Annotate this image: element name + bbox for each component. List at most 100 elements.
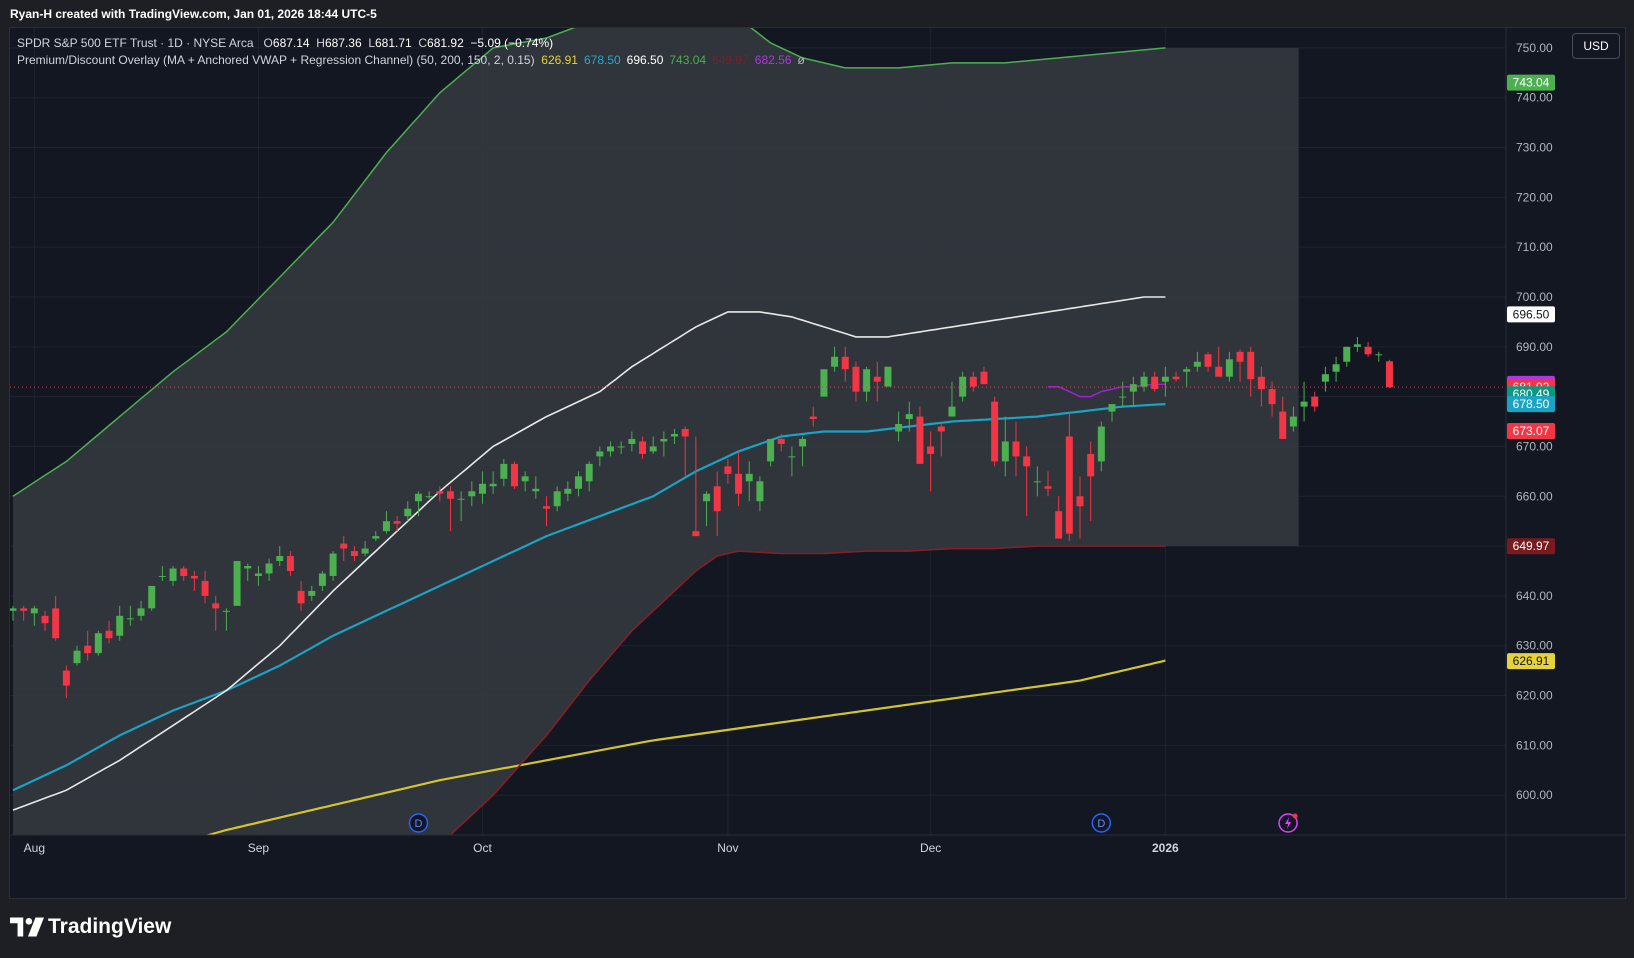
candle-body xyxy=(1289,416,1297,427)
candle-body xyxy=(1215,366,1223,377)
event-dot-icon xyxy=(1292,813,1298,819)
x-tick-label: Aug xyxy=(24,841,45,855)
candle-body xyxy=(1065,436,1073,534)
candle-body xyxy=(607,446,615,452)
candle-body xyxy=(1183,369,1191,372)
indicator-value: 626.91 xyxy=(541,53,578,67)
y-tick-label: 700.00 xyxy=(1516,290,1553,304)
candle-body xyxy=(1236,351,1244,362)
candle-body xyxy=(735,473,743,494)
candle-body xyxy=(937,426,945,432)
candle-body xyxy=(1332,364,1340,372)
candle-body xyxy=(852,366,860,392)
price-tag xyxy=(1507,396,1555,413)
candle-body xyxy=(628,438,636,444)
regression-channel-fill xyxy=(13,28,1299,835)
y-tick-label: 640.00 xyxy=(1516,589,1553,603)
x-tick-label: Dec xyxy=(920,841,941,855)
candle-body xyxy=(1204,354,1212,367)
candle-body xyxy=(1257,376,1265,390)
price-tag-label: 673.07 xyxy=(1513,424,1550,438)
candle-body xyxy=(468,491,476,497)
candle-body xyxy=(1055,511,1063,539)
tradingview-logo-icon xyxy=(10,917,44,937)
y-tick-label: 670.00 xyxy=(1516,439,1553,453)
candle-body xyxy=(1353,344,1361,347)
candle-body xyxy=(799,438,807,447)
candle-body xyxy=(1300,401,1308,407)
candle-body xyxy=(1012,441,1020,457)
chart-frame[interactable]: DD600.00610.00620.00630.00640.00650.0066… xyxy=(9,27,1626,899)
candle-body xyxy=(94,633,102,654)
footer-brand: TradingView xyxy=(10,915,171,939)
upper-band-line xyxy=(12,28,1166,497)
candle-body xyxy=(148,585,156,609)
price-tag xyxy=(1507,653,1555,670)
candle-body xyxy=(286,556,294,571)
candle-body xyxy=(895,424,903,432)
candle-body xyxy=(649,446,657,452)
candle-body xyxy=(703,493,711,502)
candle-body xyxy=(1279,411,1287,439)
symbol-label[interactable]: SPDR S&P 500 ETF Trust · 1D · NYSE Arca xyxy=(17,36,254,50)
candle-body xyxy=(329,553,337,576)
candle-body xyxy=(991,401,999,462)
candle-body xyxy=(820,369,828,397)
candle-body xyxy=(756,481,764,502)
candle-body xyxy=(10,608,17,611)
price-chart[interactable]: DD600.00610.00620.00630.00640.00650.0066… xyxy=(10,28,1625,898)
candle-body xyxy=(1311,396,1319,407)
open-label: O xyxy=(263,36,273,50)
candle-body xyxy=(905,414,913,420)
x-tick-label: Sep xyxy=(248,841,270,855)
candle-body xyxy=(1343,346,1351,362)
candle-body xyxy=(1119,396,1127,398)
candle-body xyxy=(596,451,604,457)
close-value: 681.92 xyxy=(427,36,464,50)
candle-body xyxy=(201,580,209,596)
price-tag-label: 649.97 xyxy=(1513,539,1550,553)
y-tick-label: 690.00 xyxy=(1516,340,1553,354)
candle-body xyxy=(969,376,977,387)
candle-body xyxy=(692,531,700,537)
candle-body xyxy=(105,630,113,639)
price-tag-label: 626.91 xyxy=(1513,654,1550,668)
low-value: 681.71 xyxy=(375,36,412,50)
y-tick-label: 660.00 xyxy=(1516,489,1553,503)
y-tick-label: 620.00 xyxy=(1516,689,1553,703)
candle-body xyxy=(884,366,892,387)
candle-body xyxy=(73,650,81,664)
candle-body xyxy=(1172,376,1180,380)
ma200-line xyxy=(204,659,1166,835)
candle-body xyxy=(222,610,230,612)
candle-body xyxy=(1225,359,1233,377)
candle-body xyxy=(265,563,273,574)
candle-body xyxy=(660,438,668,442)
candle-body xyxy=(414,493,422,502)
indicator-values: 626.91 678.50 696.50 743.04 649.97 682.56 ø xyxy=(541,53,811,67)
dividend-marker-label: D xyxy=(1097,818,1105,830)
candle-body xyxy=(510,463,518,487)
candle-body xyxy=(190,575,198,579)
candle-body xyxy=(1108,404,1116,412)
candle-body xyxy=(158,575,166,577)
currency-button[interactable]: USD xyxy=(1572,33,1620,59)
candle-body xyxy=(745,473,753,482)
candle-body xyxy=(532,488,540,492)
candle-body xyxy=(863,369,871,392)
candle-body xyxy=(980,371,988,385)
candle-body xyxy=(671,433,679,437)
indicator-title[interactable]: Premium/Discount Overlay (MA + Anchored … xyxy=(17,53,535,67)
candle-body xyxy=(681,429,689,437)
candle-body xyxy=(20,608,28,611)
candle-body xyxy=(1087,453,1095,477)
candle-body xyxy=(521,476,529,482)
candle-body xyxy=(340,543,348,549)
candle-body xyxy=(1161,376,1169,382)
candle-body xyxy=(372,536,380,539)
candle-body xyxy=(831,356,839,367)
candle-body xyxy=(1033,481,1041,483)
candle-body xyxy=(1129,384,1137,392)
candle-body xyxy=(254,573,262,576)
candle-body xyxy=(382,521,390,532)
